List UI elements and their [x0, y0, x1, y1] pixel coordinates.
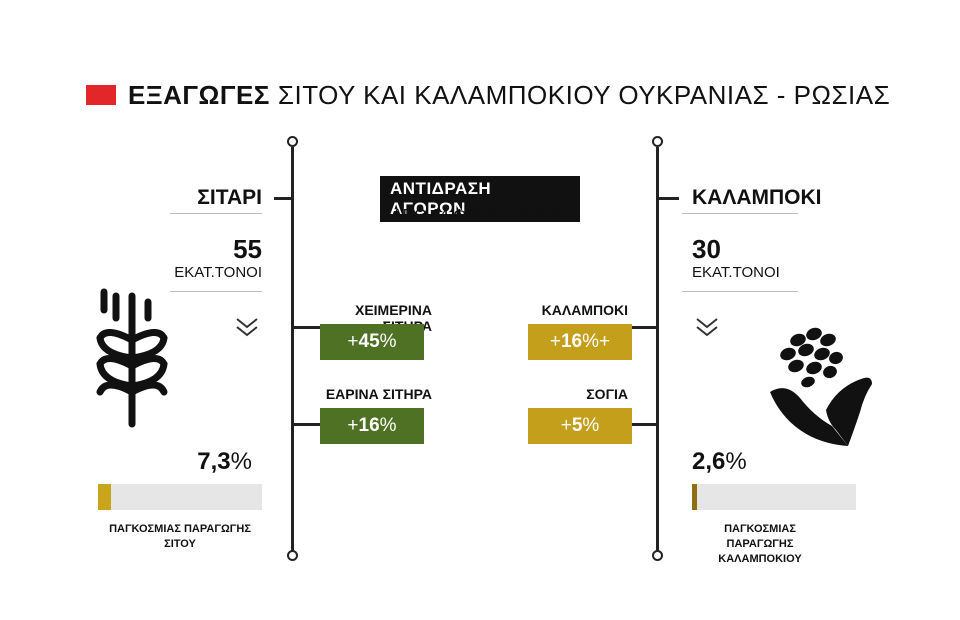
wheat-heading-divider [170, 213, 262, 214]
wheat-share-percent: 7,3% [150, 448, 252, 476]
right-tick-2 [632, 423, 659, 426]
wheat-share-value: 7,3 [197, 448, 231, 475]
corn-market-label-corn: ΚΑΛΑΜΠΟΚΙ [541, 302, 628, 318]
wheat-icon [96, 288, 168, 428]
wheat-share-symbol: % [230, 448, 252, 475]
right-tick-head [659, 197, 679, 200]
wheat-volume: 55 [233, 234, 262, 264]
corn-market-sign-soy: + [560, 415, 572, 436]
right-timeline-bottom-dot [652, 550, 663, 561]
corn-share-bar [692, 484, 856, 510]
corn-volume-divider [682, 291, 798, 292]
page-title: ΕΞΑΓΩΓΕΣ ΣΙΤΟΥ ΚΑΙ ΚΑΛΑΜΠΟΚΙΟΥ ΟΥΚΡΑΝΙΑΣ… [86, 80, 890, 110]
left-timeline [291, 147, 294, 551]
corn-share-value: 2,6 [692, 448, 726, 475]
market-reaction-badge: ΑΝΤΙΔΡΑΣΗ ΑΓΟΡΩΝ [380, 176, 580, 222]
wheat-volume-unit: ΕΚΑΤ.ΤΟΝΟΙ [174, 264, 262, 281]
corn-share-caption-line1: ΠΑΓΚΟΣΜΙΑΣ ΠΑΡΑΓΩΓΗΣ [724, 523, 796, 550]
wheat-market-value-winter: 45 [358, 331, 380, 352]
center-subtitle: ΑΠΟ 14 ΦΕΒΡΟΥΑΡΙΟΥ [392, 207, 568, 224]
wheat-volume-divider [170, 291, 262, 292]
corn-share-caption-line2: ΚΑΛΑΜΠΟΚΙΟΥ [718, 553, 802, 565]
wheat-share-caption-line2: ΣΙΤΟΥ [164, 538, 196, 550]
double-chevron-down-icon [236, 318, 258, 337]
title-accent-square [86, 85, 116, 105]
corn-market-suffix-soy: % [582, 415, 600, 436]
wheat-market-pill-spring: +16% [320, 408, 424, 444]
corn-heading-divider [682, 213, 798, 214]
title-rest: ΣΙΤΟΥ ΚΑΙ ΚΑΛΑΜΠΟΚΙΟΥ ΟΥΚΡΑΝΙΑΣ - ΡΩΣΙΑΣ [277, 79, 891, 110]
right-timeline [656, 147, 659, 551]
title-bold: ΕΞΑΓΩΓΕΣ [128, 79, 270, 110]
double-chevron-down-icon [696, 318, 718, 337]
wheat-market-pill-winter: +45% [320, 324, 424, 360]
wheat-share-bar-fill [98, 484, 112, 510]
right-timeline-top-dot [652, 136, 663, 147]
corn-share-bar-fill [692, 484, 697, 510]
corn-market-value-corn: 16 [560, 331, 583, 352]
corn-icon [770, 327, 872, 446]
wheat-market-label-spring: ΕΑΡΙΝΑ ΣΙΤΗΡΑ [325, 386, 432, 402]
corn-share-percent: 2,6% [692, 448, 747, 476]
wheat-share-bar [98, 484, 262, 510]
corn-market-suffix-corn: %+ [582, 331, 611, 352]
corn-share-symbol: % [725, 448, 747, 475]
wheat-market-suffix-spring: % [379, 415, 397, 436]
corn-volume-unit: ΕΚΑΤ.ΤΟΝΟΙ [692, 264, 780, 281]
wheat-share-caption: ΠΑΓΚΟΣΜΙΑΣ ΠΑΡΑΓΩΓΗΣ ΣΙΤΟΥ [100, 522, 260, 552]
corn-volume: 30 [692, 234, 721, 264]
left-timeline-top-dot [287, 136, 298, 147]
wheat-market-suffix-winter: % [379, 331, 397, 352]
corn-heading: ΚΑΛΑΜΠΟΚΙ [692, 186, 822, 209]
corn-market-sign-corn: + [549, 331, 561, 352]
wheat-market-value-spring: 16 [358, 415, 380, 436]
left-tick-head [274, 197, 294, 200]
wheat-share-caption-line1: ΠΑΓΚΟΣΜΙΑΣ ΠΑΡΑΓΩΓΗΣ [109, 523, 251, 535]
left-timeline-bottom-dot [287, 550, 298, 561]
corn-market-label-soy: ΣΟΓΙΑ [586, 386, 628, 402]
left-tick-2 [294, 423, 320, 426]
corn-market-pill-corn: +16 %+ [528, 324, 632, 360]
wheat-heading: ΣΙΤΑΡΙ [197, 186, 262, 209]
center-header: ΑΝΤΙΔΡΑΣΗ ΑΓΟΡΩΝ [380, 176, 580, 222]
right-tick-1 [632, 326, 659, 329]
wheat-market-sign-spring: + [347, 415, 359, 436]
wheat-market-sign-winter: + [347, 331, 359, 352]
left-tick-1 [294, 326, 320, 329]
corn-market-pill-soy: +5% [528, 408, 632, 444]
corn-share-caption: ΠΑΓΚΟΣΜΙΑΣ ΠΑΡΑΓΩΓΗΣ ΚΑΛΑΜΠΟΚΙΟΥ [690, 522, 830, 567]
corn-market-value-soy: 5 [571, 415, 583, 436]
